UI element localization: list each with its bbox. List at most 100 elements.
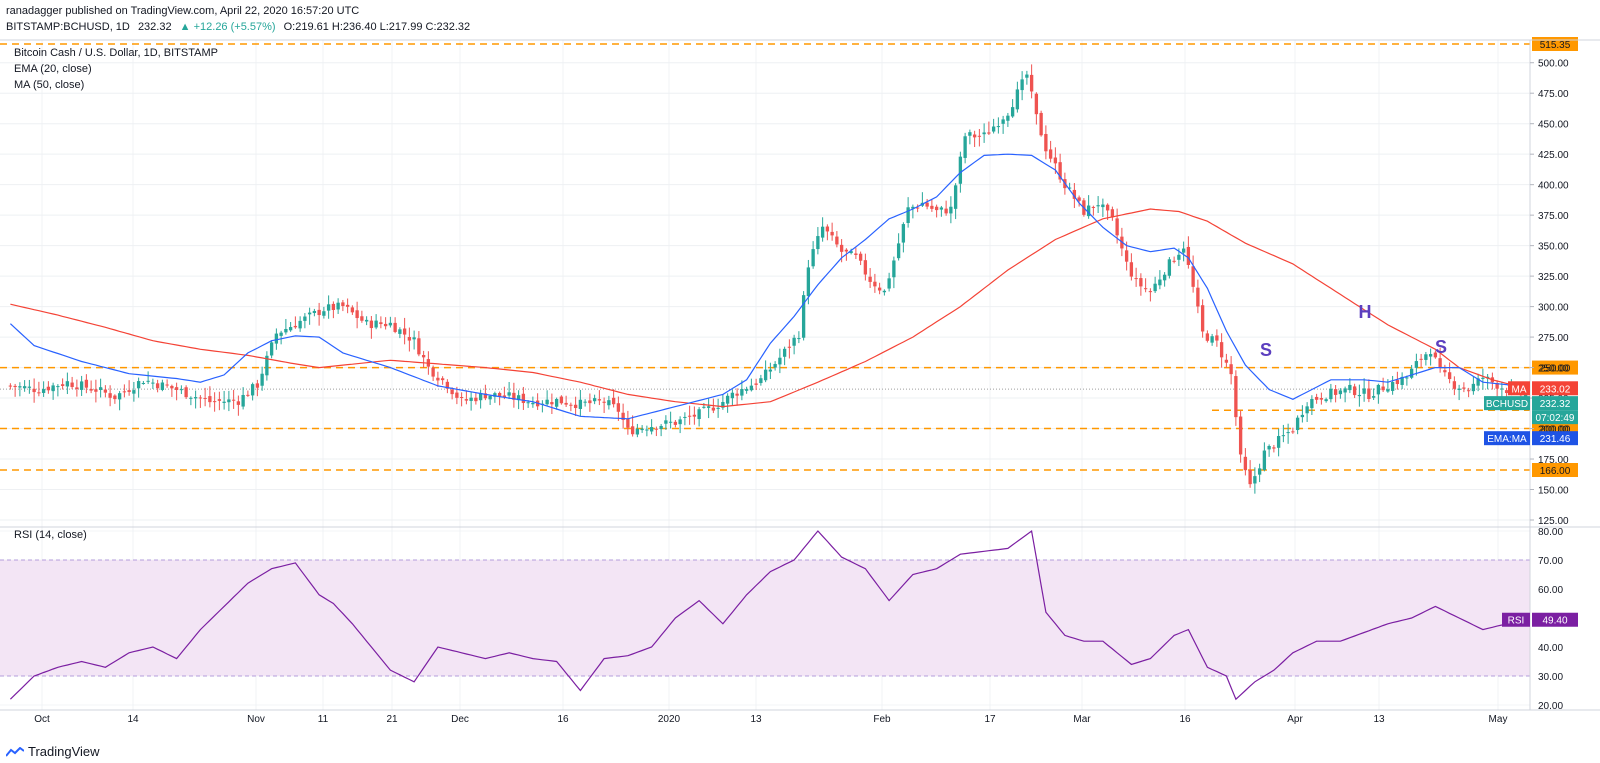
price-badge-value-bg bbox=[1532, 396, 1578, 411]
candle-body bbox=[906, 207, 910, 223]
candle-body bbox=[944, 208, 948, 214]
price-badge-name: BCHUSD bbox=[1486, 399, 1528, 410]
ema-20-line bbox=[9, 153, 1526, 420]
candle-body bbox=[749, 385, 754, 391]
published-line: ranadagger published on TradingView.com,… bbox=[6, 5, 360, 17]
candle-body bbox=[46, 386, 51, 391]
candle-body bbox=[279, 332, 283, 336]
candle-body bbox=[1352, 386, 1357, 396]
level-badge-label: 250.00 bbox=[1540, 364, 1571, 375]
candle-body bbox=[1367, 388, 1371, 400]
candle-body bbox=[1205, 333, 1210, 341]
candle-body bbox=[265, 355, 269, 376]
candle-body bbox=[41, 389, 46, 393]
candle-body bbox=[307, 312, 312, 315]
time-tick-label: Oct bbox=[34, 714, 50, 725]
candle-body bbox=[1105, 204, 1110, 211]
candle-body bbox=[1466, 390, 1471, 392]
ohlc-values: O:219.61 H:236.40 L:217.99 C:232.32 bbox=[283, 21, 471, 33]
time-tick-label: May bbox=[1489, 714, 1508, 725]
candle-body bbox=[1343, 388, 1347, 393]
candle-body bbox=[1215, 335, 1219, 341]
candle-body bbox=[507, 392, 511, 396]
level-badge bbox=[1532, 360, 1578, 375]
tradingview-brand: TradingView bbox=[28, 744, 100, 759]
candle-body bbox=[440, 378, 445, 381]
candle-body bbox=[797, 338, 801, 340]
candle-body bbox=[1428, 354, 1433, 357]
candle-body bbox=[37, 392, 41, 394]
price-tick-label: 200.00 bbox=[1538, 425, 1569, 436]
rsi-tick-label: 60.00 bbox=[1538, 585, 1563, 596]
candle-body bbox=[863, 260, 868, 275]
candle-body bbox=[293, 325, 298, 328]
candle-body bbox=[374, 320, 378, 328]
candle-body bbox=[1295, 417, 1300, 431]
time-tick-label: Nov bbox=[247, 714, 265, 725]
candle-body bbox=[436, 377, 440, 381]
time-tick-label: 17 bbox=[984, 714, 996, 725]
candle-body bbox=[1305, 406, 1309, 414]
time-tick-label: 21 bbox=[386, 714, 398, 725]
candle-body bbox=[355, 310, 359, 319]
chart-header: ranadagger published on TradingView.com,… bbox=[6, 3, 475, 35]
candle-body bbox=[1276, 436, 1281, 448]
candle-body bbox=[103, 389, 108, 393]
candle-body bbox=[350, 307, 355, 313]
candle-body bbox=[982, 132, 986, 135]
pattern-head: H bbox=[1359, 302, 1372, 322]
candle-body bbox=[497, 392, 502, 397]
candle-body bbox=[1115, 218, 1119, 236]
candle-body bbox=[1153, 283, 1157, 292]
tradingview-logo[interactable]: TradingView bbox=[6, 744, 100, 759]
candle-body bbox=[260, 373, 264, 386]
price-tick-label: 175.00 bbox=[1538, 455, 1569, 466]
candle-body bbox=[1229, 364, 1233, 375]
symbol-label: BITSTAMP:BCHUSD, 1D bbox=[6, 21, 130, 33]
candle-body bbox=[621, 412, 625, 421]
candle-body bbox=[136, 381, 141, 389]
candle-body bbox=[602, 401, 606, 403]
candle-body bbox=[1357, 394, 1362, 397]
candle-body bbox=[141, 382, 146, 384]
legend-title: Bitcoin Cash / U.S. Dollar, 1D, BITSTAMP bbox=[14, 47, 218, 59]
candle-body bbox=[649, 427, 654, 432]
candle-body bbox=[1409, 368, 1414, 378]
candle-body bbox=[1471, 383, 1476, 392]
candle-body bbox=[117, 393, 122, 400]
candle-body bbox=[678, 419, 682, 425]
candle-body bbox=[1162, 274, 1167, 281]
candle-body bbox=[51, 385, 55, 392]
candle-body bbox=[212, 401, 217, 403]
candle-body bbox=[1039, 112, 1043, 136]
candle-body bbox=[1286, 432, 1290, 434]
candle-body bbox=[469, 397, 473, 401]
candle-body bbox=[1177, 254, 1181, 260]
candle-body bbox=[792, 337, 796, 346]
candle-body bbox=[284, 328, 288, 333]
candle-body bbox=[835, 236, 839, 245]
legend-rsi: RSI (14, close) bbox=[14, 529, 87, 541]
price-tick-label: 250.00 bbox=[1538, 364, 1569, 375]
candle-body bbox=[1419, 358, 1423, 360]
candle-body bbox=[820, 226, 825, 238]
candle-body bbox=[787, 346, 792, 348]
candle-body bbox=[1029, 74, 1034, 92]
candle-body bbox=[953, 185, 958, 209]
price-tick-label: 450.00 bbox=[1538, 120, 1569, 131]
candle-body bbox=[1433, 352, 1438, 358]
candle-body bbox=[208, 396, 212, 403]
candle-body bbox=[317, 309, 321, 316]
candle-body bbox=[1025, 74, 1029, 78]
ma-50-line bbox=[10, 208, 1526, 408]
candle-body bbox=[455, 392, 459, 398]
candle-body bbox=[18, 386, 22, 388]
candle-body bbox=[217, 399, 222, 401]
candle-body bbox=[84, 379, 89, 388]
candle-body bbox=[79, 381, 84, 390]
price-tick-label: 150.00 bbox=[1538, 486, 1569, 497]
candle-body bbox=[474, 397, 478, 402]
candle-body bbox=[934, 206, 939, 211]
candle-body bbox=[1015, 89, 1020, 110]
